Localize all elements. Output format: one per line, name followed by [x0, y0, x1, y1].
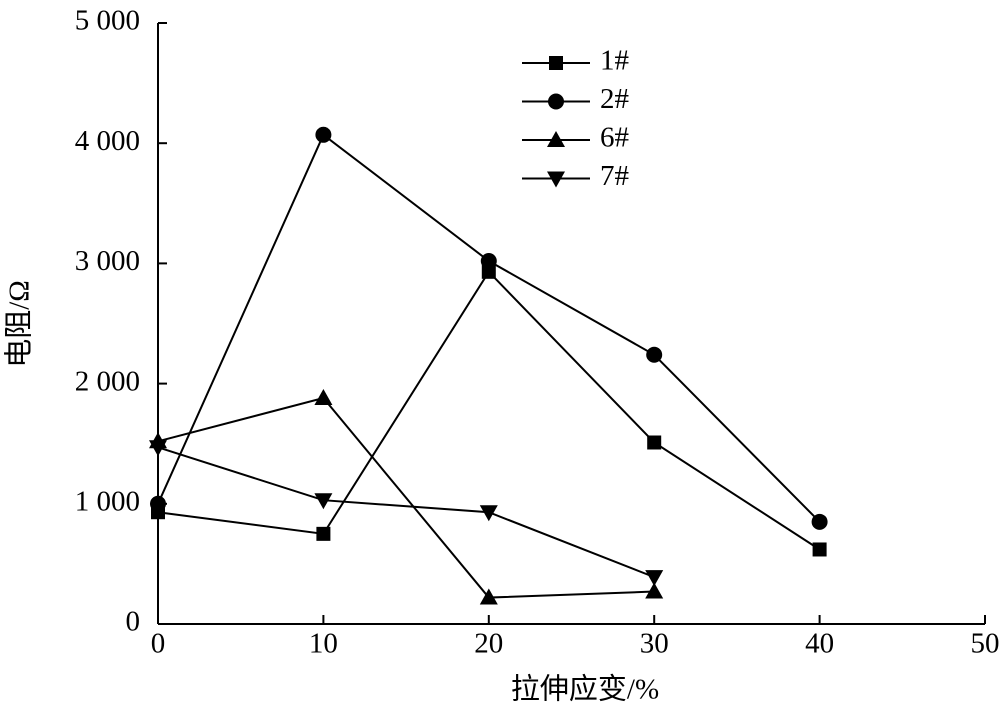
x-tick-label: 20	[474, 628, 503, 660]
x-axis-label: 拉伸应变/%	[511, 673, 659, 706]
legend-marker	[548, 93, 564, 110]
data-point	[646, 346, 663, 363]
y-tick-label: 4 000	[75, 125, 140, 157]
data-point	[811, 513, 828, 530]
data-point	[149, 440, 167, 457]
legend-marker	[547, 171, 565, 188]
data-point	[645, 570, 664, 587]
data-point	[479, 588, 498, 605]
series-line	[157, 133, 821, 523]
y-tick-label: 2 000	[75, 365, 140, 397]
data-point	[314, 389, 333, 406]
data-point	[645, 582, 664, 599]
data-point	[150, 495, 166, 512]
data-point	[647, 435, 662, 450]
legend-marker	[549, 56, 563, 70]
series-line	[157, 446, 655, 579]
y-tick-label: 3 000	[75, 245, 140, 277]
data-point	[315, 126, 332, 143]
y-tick-label: 0	[126, 606, 141, 638]
x-tick-label: 0	[151, 628, 166, 660]
legend-marker	[547, 131, 565, 147]
y-tick-label: 1 000	[75, 485, 140, 517]
y-axis-label: 电阻/Ω	[3, 280, 36, 368]
x-tick-label: 40	[805, 628, 834, 660]
x-tick-label: 50	[971, 628, 1000, 660]
legend-label: 7#	[600, 160, 629, 192]
legend-label: 1#	[600, 45, 629, 77]
data-point	[316, 526, 331, 541]
legend-label: 2#	[600, 83, 629, 115]
x-tick-label: 30	[640, 628, 669, 660]
data-point	[314, 493, 333, 510]
data-point	[481, 264, 496, 279]
data-point	[480, 252, 497, 269]
y-tick-label: 5 000	[75, 5, 140, 37]
series-line	[157, 396, 655, 599]
x-tick-label: 10	[309, 628, 338, 660]
data-point	[812, 542, 827, 557]
data-point	[479, 505, 498, 522]
legend-label: 6#	[600, 122, 629, 154]
